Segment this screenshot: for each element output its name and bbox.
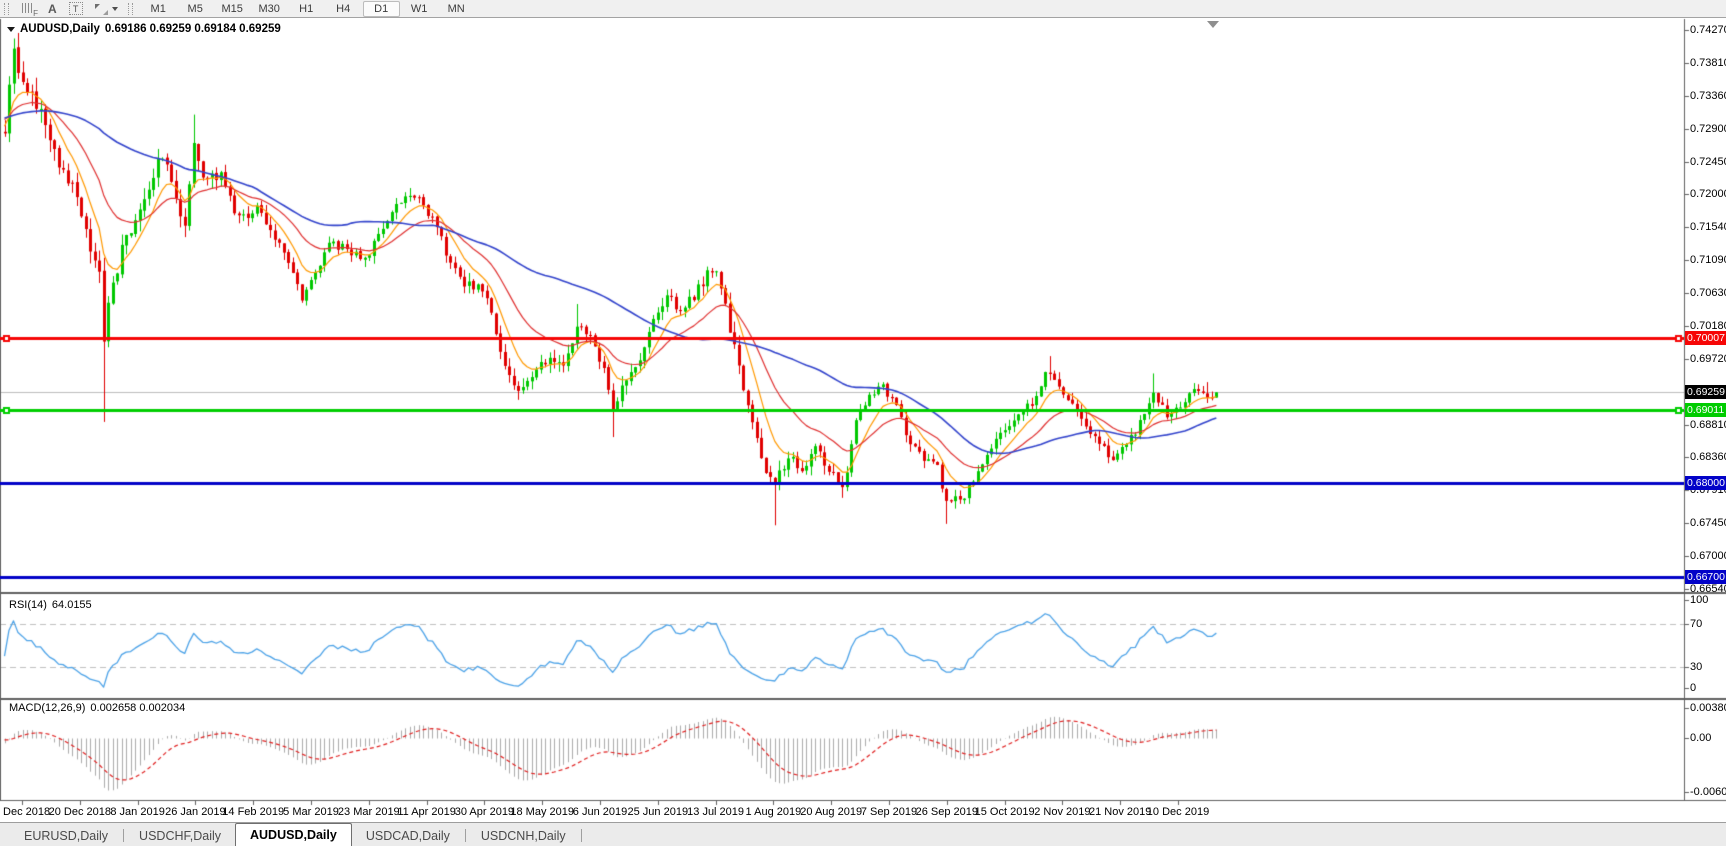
date-axis-label: 26 Jan 2019 xyxy=(165,806,226,818)
rsi-axis-label: 30 xyxy=(1690,661,1703,673)
date-axis-label: 15 Oct 2019 xyxy=(974,806,1035,818)
tab-divider xyxy=(123,829,125,842)
timeframe-w1[interactable]: W1 xyxy=(410,2,428,15)
date-axis-label: 7 Sep 2019 xyxy=(860,806,918,818)
chevron-down-icon xyxy=(111,6,118,11)
date-axis-label: 26 Sep 2019 xyxy=(915,806,978,818)
tab-usdcnh-daily[interactable]: USDCNH,Daily xyxy=(480,828,566,843)
date-axis-label: 18 May 2019 xyxy=(510,806,574,818)
tool-button-grid-f[interactable]: F xyxy=(16,1,42,18)
date-axis-label: 14 Feb 2019 xyxy=(222,806,285,818)
price-axis-label: 0.69720 xyxy=(1690,352,1726,365)
price-axis-label: 0.73360 xyxy=(1690,89,1726,102)
chart-ohlc-values: 0.69186 0.69259 0.69184 0.69259 xyxy=(104,23,281,35)
price-axis-label: 0.67450 xyxy=(1690,517,1726,530)
price-axis-label: 0.74270 xyxy=(1690,24,1726,36)
timeframe-group-handle[interactable] xyxy=(127,2,133,15)
tab-audusd-daily[interactable]: AUDUSD,Daily xyxy=(235,823,352,846)
dot-grid xyxy=(22,2,33,13)
tab-divider xyxy=(464,829,466,842)
price-axis-label: 0.71540 xyxy=(1690,221,1726,234)
tab-divider xyxy=(580,829,582,842)
price-axis-label: 0.72900 xyxy=(1690,123,1726,136)
date-axis-label: 25 Jun 2019 xyxy=(627,806,689,818)
price-badge: 0.66700 xyxy=(1685,570,1726,585)
macd-indicator-label: MACD(12,26,9) 0.002658 0.002034 xyxy=(9,702,185,714)
rsi-indicator-label: RSI(14) 64.0155 xyxy=(9,599,92,611)
date-axis-label: 13 Jul 2019 xyxy=(687,806,745,818)
date-axis-label: 1 Dec 2018 xyxy=(0,806,51,818)
price-axis-label: 0.66540 xyxy=(1690,582,1726,595)
chart-symbol-title: AUDUSD,Daily xyxy=(20,23,100,35)
date-axis-label: 20 Aug 2019 xyxy=(800,806,863,818)
price-axis-label: 0.67000 xyxy=(1690,549,1726,562)
date-axis-label: 8 Jan 2019 xyxy=(110,806,165,818)
rsi-axis-label: 70 xyxy=(1690,618,1703,630)
chart-tab-bar: EURUSD,Daily USDCHF,Daily AUDUSD,Daily U… xyxy=(0,822,1726,846)
macd-axis-label: 0.00 xyxy=(1690,732,1712,744)
date-axis-label: 21 Nov 2019 xyxy=(1088,806,1152,818)
tab-usdcad-daily[interactable]: USDCAD,Daily xyxy=(365,828,450,843)
date-axis-label: 20 Dec 2018 xyxy=(48,806,111,818)
timeframe-m15[interactable]: M15 xyxy=(221,2,243,15)
price-axis-label: 0.72000 xyxy=(1690,188,1726,201)
tool-button-font-a[interactable]: A xyxy=(42,1,63,17)
rsi-axis-label: 0 xyxy=(1690,682,1697,694)
macd-name: MACD(12,26,9) xyxy=(9,702,86,714)
timeframe-h4[interactable]: H4 xyxy=(336,2,351,15)
date-axis-label: 23 Mar 2019 xyxy=(337,806,400,818)
date-axis-label: 6 Jun 2019 xyxy=(572,806,628,818)
tool-button-pointer-arrows[interactable] xyxy=(89,1,124,17)
tool-button-text-box[interactable]: T xyxy=(63,1,89,17)
macd-current-values: 0.002658 0.002034 xyxy=(90,702,186,714)
rsi-current-value: 64.0155 xyxy=(51,599,92,611)
rsi-name: RSI(14) xyxy=(9,599,47,611)
chart-canvas[interactable] xyxy=(0,18,1726,822)
tab-eurusd-daily[interactable]: EURUSD,Daily xyxy=(24,828,109,843)
grid-f-letter: F xyxy=(33,8,38,18)
rsi-axis-label: 100 xyxy=(1690,594,1709,606)
timeframe-m30[interactable]: M30 xyxy=(258,2,280,15)
macd-axis-label: 0.003804 xyxy=(1690,702,1726,714)
date-axis-label: 2 Nov 2019 xyxy=(1034,806,1091,818)
price-axis-label: 0.71090 xyxy=(1690,253,1726,266)
pointer-arrows-icon xyxy=(94,3,108,15)
timeframe-d1[interactable]: D1 xyxy=(362,0,400,17)
date-axis-label: 11 Apr 2019 xyxy=(397,806,456,818)
symbol-dropdown-triangle-icon[interactable] xyxy=(7,26,15,32)
chart-shift-marker-icon[interactable] xyxy=(1207,21,1219,28)
date-axis-label: 5 Mar 2019 xyxy=(283,806,339,818)
chart-area: AUDUSD,Daily 0.69186 0.69259 0.69184 0.6… xyxy=(0,18,1726,822)
price-axis-label: 0.73810 xyxy=(1690,57,1726,70)
price-axis-label: 0.68810 xyxy=(1690,418,1726,431)
timeframe-mn[interactable]: MN xyxy=(447,2,465,15)
macd-axis-label: -0.006087 xyxy=(1690,786,1726,798)
dot-grid-f-icon: F xyxy=(22,2,38,18)
timeframe-m5[interactable]: M5 xyxy=(187,2,203,15)
price-axis-label: 0.68360 xyxy=(1690,451,1726,464)
text-box-icon: T xyxy=(68,2,83,15)
price-badge: 0.70007 xyxy=(1685,331,1726,346)
price-axis-label: 0.70180 xyxy=(1690,319,1726,332)
price-badge: 0.69011 xyxy=(1685,403,1726,418)
price-badge: 0.69259 xyxy=(1685,385,1726,400)
date-axis-label: 10 Dec 2019 xyxy=(1146,806,1210,818)
price-badge: 0.68000 xyxy=(1685,476,1726,491)
date-axis-label: 30 Apr 2019 xyxy=(454,806,515,818)
arrow-down-right xyxy=(102,9,108,15)
arrow-up-left xyxy=(94,3,100,9)
tab-usdchf-daily[interactable]: USDCHF,Daily xyxy=(139,828,221,843)
chart-title-row: AUDUSD,Daily 0.69186 0.69259 0.69184 0.6… xyxy=(7,23,281,35)
toolbar: F A T M1 M5 M15 M30 H1 H4 D1 W1 MN xyxy=(0,0,1726,18)
price-axis-label: 0.72450 xyxy=(1690,155,1726,168)
toolbar-drag-handle[interactable] xyxy=(4,2,9,15)
timeframe-m1[interactable]: M1 xyxy=(150,2,166,15)
timeframe-h1[interactable]: H1 xyxy=(299,2,314,15)
price-axis-label: 0.70630 xyxy=(1690,287,1726,300)
font-a-icon: A xyxy=(48,1,57,16)
date-axis-label: 1 Aug 2019 xyxy=(745,806,802,818)
